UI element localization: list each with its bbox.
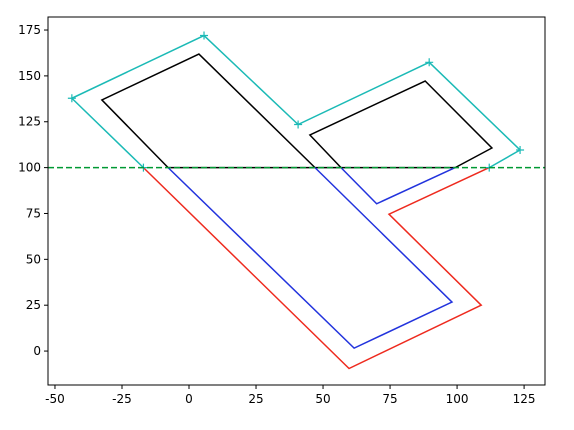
point-marker [67, 94, 76, 103]
y-tick-label: 50 [26, 252, 41, 266]
x-tick-label: 100 [446, 392, 469, 406]
plot-frame [47, 16, 546, 386]
y-tick-label: 75 [26, 206, 41, 220]
point-marker [294, 120, 303, 129]
x-tick-label: 125 [513, 392, 536, 406]
point-marker [200, 31, 209, 40]
y-tick-label: 100 [18, 161, 41, 175]
point-marker [425, 58, 434, 67]
series-line [167, 166, 456, 350]
x-tick-label: 75 [382, 392, 397, 406]
x-tick-label: 50 [315, 392, 330, 406]
y-tick-label: 150 [18, 69, 41, 83]
x-tick-label: -25 [112, 392, 132, 406]
y-tick-label: 125 [18, 115, 41, 129]
y-tick-label: 0 [33, 344, 41, 358]
y-tick-label: 175 [18, 23, 41, 37]
x-tick-label: 25 [248, 392, 263, 406]
point-marker [516, 146, 525, 155]
series-line [142, 166, 490, 370]
y-tick-label: 25 [26, 298, 41, 312]
x-tick-label: -50 [45, 392, 65, 406]
x-tick-label: 0 [185, 392, 193, 406]
